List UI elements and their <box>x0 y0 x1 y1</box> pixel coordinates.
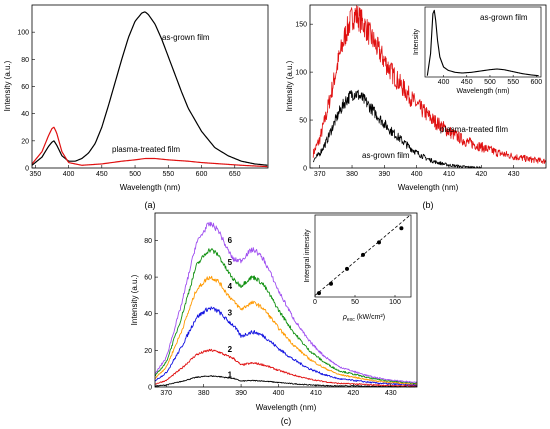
panel-a-ytick-label: 80 <box>21 57 29 64</box>
panel-c-ytick-label: 60 <box>144 275 152 282</box>
panel-b-ytick-label: 150 <box>295 22 307 29</box>
panel-b-inset-xtick-label: 600 <box>531 79 543 86</box>
panel-a-xtick-label: 400 <box>63 171 75 178</box>
panel-b-ytick-label: 0 <box>303 166 307 173</box>
series-label-1: 1 <box>228 371 233 380</box>
series-line-3 <box>154 306 417 386</box>
panel-b-xtick-label: 430 <box>508 171 520 178</box>
panel-c-caption: (c) <box>281 416 292 426</box>
panel-b-caption: (b) <box>423 200 434 210</box>
series-label-3: 3 <box>228 309 233 318</box>
panel-c-ytick-label: 40 <box>144 311 152 318</box>
panel-c-inset-xlabel-unit: (kW/cm²) <box>357 314 385 321</box>
panel-b-ylabel: Intensity (a.u.) <box>285 60 294 111</box>
panel-b-xlabel: Wavelength (nm) <box>398 183 459 192</box>
panel-c-inset-xtick-label: 0 <box>313 299 317 306</box>
panel-b-inset-xtick-label: 450 <box>461 79 473 86</box>
panel-a-ytick-label: 20 <box>21 138 29 145</box>
panel-b-inset-xtick-label: 550 <box>507 79 519 86</box>
series-line-as-grown-film <box>312 89 482 169</box>
annotation-plasma-treated-film: plasma-treated film <box>440 125 508 134</box>
panel-b: 370 380 390 400 410 420 430 0 50 100 150 Wavelengt… <box>285 4 547 210</box>
inset-point <box>377 240 381 245</box>
series-label-2: 2 <box>228 345 233 354</box>
panel-c-inset-ylabel: Intergral intensity <box>304 229 311 283</box>
panel-c-xtick-label: 380 <box>198 390 210 397</box>
panel-c-inset-xlabel-sub: exc <box>347 317 355 323</box>
panel-c-xtick-label: 430 <box>385 390 397 397</box>
panel-b-xtick-label: 410 <box>443 171 455 178</box>
panel-a: 350 400 450 500 550 600 650 0 20 40 60 80 100 Wavele… <box>3 4 269 210</box>
panel-c-inset-frame <box>314 214 412 298</box>
panel-b-inset-xtick-label: 400 <box>438 79 450 86</box>
panel-b-ytick-label: 50 <box>299 118 307 125</box>
panel-b-xtick-label: 400 <box>411 171 423 178</box>
panel-c-ylabel: Intensity (a.u.) <box>130 274 139 325</box>
series-line-5 <box>154 248 417 385</box>
panel-a-xtick-label: 450 <box>96 171 108 178</box>
panel-a-ytick-label: 0 <box>25 166 29 173</box>
panel-a-xtick-label: 500 <box>129 171 141 178</box>
panel-c-inset-xlabel: ρexc (kW/cm²) <box>342 314 385 323</box>
panel-b-inset-background <box>425 7 541 77</box>
series-line-as-grown-film <box>31 11 268 166</box>
panel-c-ytick-label: 80 <box>144 238 152 245</box>
panel-a-ytick-label: 60 <box>21 84 29 91</box>
panel-c-xlabel: Wavelength (nm) <box>256 403 317 412</box>
inset-point <box>361 252 365 257</box>
panel-b-xtick-label: 420 <box>475 171 487 178</box>
panel-b-inset-xtick-label: 500 <box>484 79 496 86</box>
series-line-6 <box>154 221 417 384</box>
panel-c: 370 380 390 400 410 420 430 0 20 40 60 80 1 2 3 4 5 6 Wa… <box>130 212 418 426</box>
panel-c-xtick-label: 420 <box>348 390 360 397</box>
panel-a-ylabel: Intensity (a.u.) <box>3 60 12 111</box>
series-line-plasma-treated-film <box>312 5 547 164</box>
panel-c-xtick-label: 390 <box>235 390 247 397</box>
panel-b-inset-frame <box>424 6 542 78</box>
panel-b-frame <box>309 4 547 169</box>
series-line-1 <box>154 375 417 388</box>
panel-a-xtick-label: 600 <box>196 171 208 178</box>
panel-a-ytick-label: 40 <box>21 111 29 118</box>
panel-a-xlabel: Wavelength (nm) <box>120 183 181 192</box>
inset-point <box>399 226 404 231</box>
series-line-2 <box>154 348 417 387</box>
panel-c-ytick-label: 0 <box>148 385 152 392</box>
panel-b-ytick-label: 100 <box>295 70 307 77</box>
panel-c-xtick-label: 370 <box>160 390 172 397</box>
inset-series-line-as-grown-film <box>426 9 539 77</box>
inset-annotation-as-grown-film: as-grown film <box>480 13 528 22</box>
panel-c-inset-xtick-label: 50 <box>351 299 359 306</box>
panel-c-inset: 0 50 100 Intergral intensity ρexc (kW/cm²) <box>304 214 412 323</box>
inset-point <box>317 291 321 296</box>
series-label-5: 5 <box>228 258 233 267</box>
series-label-4: 4 <box>228 282 233 291</box>
panel-a-xtick-label: 350 <box>29 171 41 178</box>
panel-c-xtick-label: 410 <box>310 390 322 397</box>
inset-point <box>329 281 333 286</box>
panel-b-inset-xlabel: Wavelength (nm) <box>456 88 509 95</box>
inset-point <box>345 266 349 271</box>
annotation-plasma-treated-film: plasma-treated film <box>112 145 180 154</box>
series-line-plasma-treated-film <box>31 126 268 168</box>
panel-a-caption: (a) <box>145 200 156 210</box>
panel-b-xtick-label: 370 <box>314 171 326 178</box>
panel-c-frame <box>154 212 418 388</box>
panel-b-inset-ylabel: Intensity <box>413 28 420 55</box>
panel-c-inset-xtick-label: 100 <box>389 299 401 306</box>
panel-a-ytick-label: 100 <box>17 30 29 37</box>
panel-a-xtick-label: 550 <box>162 171 174 178</box>
annotation-as-grown-film: as-grown film <box>362 151 410 160</box>
panel-c-xtick-label: 400 <box>273 390 285 397</box>
panel-b-inset: 400 450 500 550 600 as-grown film Wavelength… <box>413 6 543 95</box>
series-line-4 <box>154 275 417 385</box>
series-label-6: 6 <box>228 236 233 245</box>
panel-b-xtick-label: 380 <box>346 171 358 178</box>
annotation-as-grown-film: as-grown film <box>162 33 210 42</box>
panel-c-inset-xlabel-main: ρ <box>342 314 347 321</box>
panel-a-xtick-label: 650 <box>229 171 241 178</box>
panel-c-ytick-label: 20 <box>144 348 152 355</box>
panel-b-xtick-label: 390 <box>379 171 391 178</box>
